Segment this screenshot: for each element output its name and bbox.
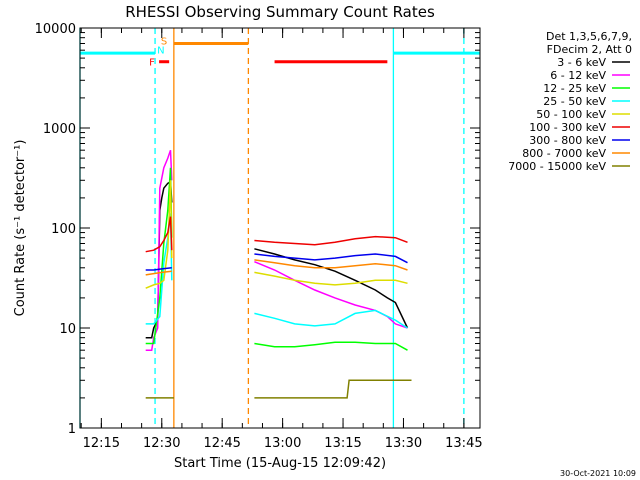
- x-tick-label: 13:15: [324, 436, 361, 451]
- series-line: [254, 259, 408, 271]
- y-axis-label: Count Rate (s⁻¹ detector⁻¹): [13, 140, 28, 317]
- series-line: [145, 180, 173, 289]
- legend-entry-label: 50 - 100 keV: [536, 108, 606, 121]
- series-line: [254, 253, 408, 264]
- legend-entry-label: 12 - 25 keV: [543, 82, 606, 95]
- legend-entry-label: 7000 - 15000 keV: [508, 160, 606, 173]
- series-line: [145, 267, 172, 271]
- flag-label: N: [157, 46, 164, 57]
- plot-frame: [79, 27, 481, 429]
- flag-label: F: [149, 58, 155, 69]
- series-line: [254, 235, 408, 246]
- series-line: [145, 216, 173, 253]
- legend-entry-label: 800 - 7000 keV: [522, 147, 606, 160]
- chart-title: RHESSI Observing Summary Count Rates: [125, 3, 435, 21]
- timestamp: 30-Oct-2021 10:09: [560, 469, 636, 478]
- x-tick-label: 12:15: [83, 436, 120, 451]
- x-axis: 12:15 12:30 12:45 13:00 13:15 13:30 13:45: [80, 28, 483, 451]
- series-line: [254, 261, 408, 329]
- legend-entry-label: 6 - 12 keV: [550, 69, 606, 82]
- series-line: [145, 270, 172, 276]
- series-line: [145, 149, 173, 351]
- x-tick-label: 13:45: [445, 436, 482, 451]
- series-line: [145, 167, 173, 345]
- series-line: [254, 341, 408, 351]
- legend: Det 1,3,5,6,7,9,FDecim 2, Att 03 - 6 keV…: [508, 30, 632, 173]
- y-axis: 1 10 100 1000 10000: [35, 22, 480, 437]
- legend-entry-label: 3 - 6 keV: [557, 56, 606, 69]
- legend-header: FDecim 2, Att 0: [547, 43, 632, 56]
- x-tick-label: 13:00: [264, 436, 301, 451]
- y-tick-label: 1000: [43, 122, 76, 137]
- series-line: [254, 271, 408, 286]
- legend-entry-label: 25 - 50 keV: [543, 95, 606, 108]
- legend-entry-label: 300 - 800 keV: [529, 134, 606, 147]
- y-tick-label: 1: [68, 422, 76, 437]
- series-line: [254, 248, 409, 329]
- y-tick-label: 10000: [35, 22, 76, 37]
- x-axis-label: Start Time (15-Aug-15 12:09:42): [174, 456, 386, 471]
- x-tick-label: 12:45: [203, 436, 240, 451]
- y-tick-label: 10: [59, 322, 76, 337]
- series-line: [254, 379, 412, 399]
- x-tick-label: 13:30: [385, 436, 422, 451]
- y-tick-label: 100: [51, 222, 76, 237]
- series-line: [254, 309, 408, 329]
- legend-header: Det 1,3,5,6,7,9,: [546, 30, 632, 43]
- x-tick-label: 12:30: [143, 436, 180, 451]
- flag-label: S: [161, 36, 167, 47]
- legend-entry-label: 100 - 300 keV: [529, 121, 606, 134]
- plot-area: FNS: [79, 28, 480, 428]
